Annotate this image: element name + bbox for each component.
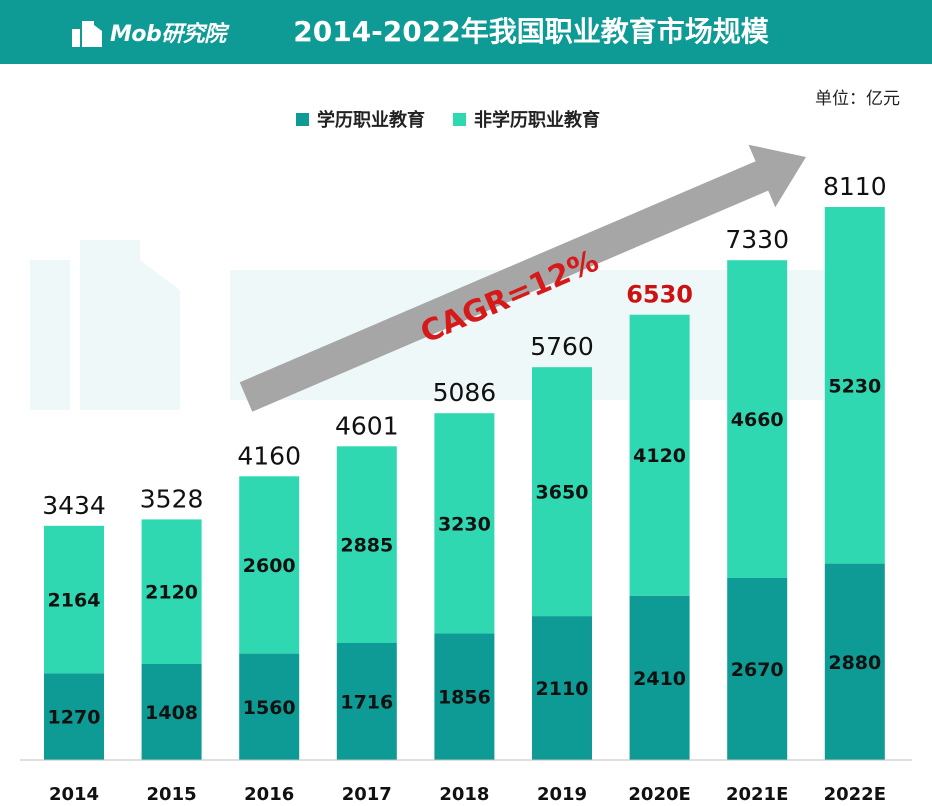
segment-value-label: 1856 [438,687,491,709]
bar-segment [434,413,495,634]
bar-segment [727,260,788,578]
bar-segment [434,633,495,760]
x-tick-label: 2016 [244,784,294,805]
x-tick-label: 2018 [439,784,489,805]
x-tick-label: 2020E [628,784,690,805]
total-value-label: 4160 [237,441,301,470]
segment-value-label: 1270 [48,707,101,729]
segment-value-label: 1408 [145,702,198,724]
bar-segment [141,519,202,664]
x-tick-label: 2019 [537,784,587,805]
segment-value-label: 1716 [340,692,393,714]
bar-segment [532,616,592,760]
x-tick-label: 2014 [49,784,99,805]
segment-value-label: 1560 [243,697,296,719]
segment-value-label: 3650 [536,482,589,504]
x-tick-label: 2017 [342,784,392,805]
bar-segment [336,643,397,760]
segment-value-label: 5230 [828,375,881,397]
x-axis: 2014 2015 2016 2017 2018 2019 2020E 2021E 2022E [20,759,912,805]
total-value-label: 5086 [433,378,497,407]
x-tick-label: 2015 [147,784,197,805]
bar-segment [824,207,885,564]
bar-segment [532,367,592,617]
page-title: 2014-2022年我国职业教育市场规模 [293,15,769,48]
bar-segment [727,577,788,760]
brand-logo: Mob研究院 [70,12,226,52]
segment-value-label: 3230 [438,513,491,535]
building-icon [72,21,102,47]
segment-value-label: 2880 [828,652,881,674]
legend-item-non-academic: 非学历职业教育 [453,106,600,132]
segment-value-label: 4660 [731,409,784,431]
bar-segment [239,653,300,760]
total-value-label: 7330 [725,225,789,254]
segment-value-label: 2600 [243,555,296,577]
segment-value-label: 4120 [633,445,686,467]
legend-label-academic: 学历职业教育 [317,110,425,131]
bar-segment [44,525,104,674]
segment-value-label: 2410 [633,668,686,690]
bar-segment [141,664,202,760]
total-value-label: 3434 [42,491,106,520]
x-tick-label: 2022E [824,784,886,805]
bar-segment [44,673,104,760]
bar-segment [824,563,885,760]
segment-value-label: 2110 [536,678,589,700]
segment-value-label: 2885 [340,535,393,557]
bar-segment [336,446,397,643]
total-value-label: 3528 [140,484,204,513]
growth-arrow-shape [239,144,806,412]
bars [44,207,885,760]
unit-label: 单位：亿元 [815,89,900,109]
total-value-label: 6530 [626,281,693,309]
total-value-label: 4601 [335,411,399,440]
legend-swatch-academic [296,112,309,126]
logo-text: Mob研究院 [110,22,226,47]
header-bar: Mob研究院 2014-2022年我国职业教育市场规模 [0,0,932,64]
total-value-label: 8110 [823,172,887,201]
total-value-label: 5760 [530,332,594,361]
bar-segment [629,595,690,760]
x-tick-label: 2021E [726,784,788,805]
bar-segment [629,314,690,596]
bar-labels: 1270 2164 3434 1408 2120 3528 1560 2600 4160 1716… [42,172,886,729]
legend-label-non-academic: 非学历职业教育 [474,110,600,131]
chart-legend: 学历职业教育 非学历职业教育 [296,106,600,132]
legend-item-academic: 学历职业教育 [296,106,425,132]
segment-value-label: 2120 [145,582,198,604]
growth-arrow: CAGR=12% [239,144,806,412]
segment-value-label: 2670 [731,659,784,681]
segment-value-label: 2164 [48,590,101,612]
bar-segment [239,476,300,654]
legend-swatch-non-academic [453,112,466,126]
